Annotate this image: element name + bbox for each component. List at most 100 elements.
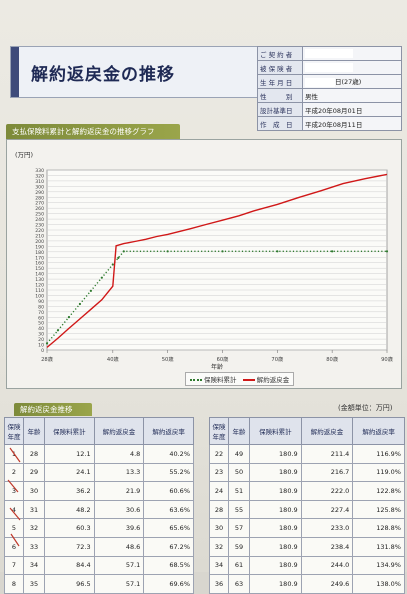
redaction-mask — [305, 77, 335, 87]
y-tick-label: 90 — [38, 299, 44, 305]
y-tick-label: 190 — [35, 244, 44, 250]
birthdate-value: 日(27歳) — [335, 78, 362, 87]
table-row: 4 31 48.2 30.6 63.6% — [4, 499, 194, 520]
y-tick-label: 230 — [35, 223, 44, 229]
table-cell: 40.2% — [143, 444, 194, 464]
info-row: ご 契 約 者 — [257, 46, 402, 61]
x-tick-label: 80歳 — [326, 355, 338, 363]
premium-data-point — [117, 256, 120, 259]
y-tick-label: 310 — [35, 179, 44, 185]
table-cell: 55 — [228, 499, 250, 520]
policy-info-table: ご 契 約 者 被 保 険 者 生 年 月 日 日(27歳) 性 別男性 設計基準… — [257, 46, 402, 131]
table-row: 24 51 180.9 222.0 122.8% — [209, 481, 405, 501]
table-cell: 51 — [228, 481, 250, 501]
premium-data-point — [89, 289, 92, 292]
col-header: 解約返戻金 — [93, 417, 145, 445]
y-tick-label: 280 — [35, 195, 44, 201]
title-box: 解約返戻金の推移 — [10, 46, 258, 98]
premium-data-point — [78, 302, 82, 306]
table-cell: 50 — [228, 462, 250, 483]
premium-data-point — [111, 263, 114, 266]
table-cell: 24.1 — [44, 462, 95, 483]
premium-data-point — [221, 250, 224, 253]
table-row: 22 49 180.9 211.4 116.9% — [209, 444, 405, 464]
table-cell: 69.6% — [143, 574, 194, 594]
table-cell: 13.3 — [93, 462, 145, 483]
table-cell: 24 — [209, 481, 229, 501]
table-cell: 30 — [209, 518, 229, 538]
y-tick-label: 240 — [35, 217, 44, 223]
table-cell: 72.3 — [44, 536, 95, 557]
info-key: 性 別 — [257, 88, 303, 103]
y-tick-label: 120 — [35, 283, 44, 289]
y-tick-label: 20 — [38, 337, 44, 343]
table-cell: 12.1 — [44, 444, 95, 464]
premium-data-point — [276, 250, 279, 253]
y-tick-label: 290 — [35, 190, 44, 196]
table-row: 28 55 180.9 227.4 125.8% — [209, 499, 405, 520]
info-key: 被 保 険 者 — [257, 60, 303, 75]
table-cell: 138.0% — [352, 574, 405, 594]
legend-label-premium: 保険料累計 — [204, 376, 237, 384]
table-cell: 48.6 — [93, 536, 145, 557]
y-tick-label: 270 — [35, 201, 44, 207]
info-value-redacted — [302, 60, 402, 75]
table-cell: 32 — [209, 536, 229, 557]
info-row: 作 成 日平成20年08月11日 — [257, 116, 402, 131]
table-cell: 49 — [228, 444, 250, 464]
unit-note: (金額単位：万円) — [338, 404, 393, 412]
table-cell: 4.8 — [93, 444, 145, 464]
table-cell: 128.8% — [352, 518, 405, 538]
legend-label-surrender: 解約返戻金 — [256, 376, 290, 384]
table-row: 36 63 180.9 249.6 138.0% — [209, 574, 405, 594]
info-key: 作 成 日 — [257, 116, 303, 131]
table-cell: 180.9 — [249, 536, 302, 557]
table-cell: 34 — [23, 555, 45, 576]
table-row: 6 33 72.3 48.6 67.2% — [4, 536, 194, 557]
col-header: 解約返戻率 — [143, 417, 194, 445]
premium-data-point — [67, 316, 71, 319]
table-cell: 48.2 — [44, 499, 95, 520]
info-row: 性 別男性 — [257, 88, 402, 103]
table-cell: 28 — [23, 444, 45, 464]
table-cell: 180.9 — [249, 481, 302, 501]
info-key: ご 契 約 者 — [257, 46, 303, 61]
info-value: 平成20年08月11日 — [302, 116, 402, 131]
table-cell: 21.9 — [93, 481, 145, 501]
table-cell: 29 — [23, 462, 45, 483]
y-tick-label: 250 — [35, 212, 44, 218]
y-tick-label: 260 — [35, 206, 44, 212]
table-row: 34 61 180.9 244.0 134.9% — [209, 555, 405, 576]
table-cell: 33 — [23, 536, 45, 557]
table-cell: 119.0% — [352, 462, 405, 483]
table-cell: 59 — [228, 536, 250, 557]
legend-swatch-premium — [190, 379, 202, 381]
table-cell: 60.6% — [143, 481, 194, 501]
table-section-tab: 解約返戻金推移 — [14, 403, 92, 416]
info-row: 被 保 険 者 — [257, 60, 402, 75]
table-cell: 67.2% — [143, 536, 194, 557]
col-header: 保険年度 — [209, 417, 229, 445]
premium-data-point — [100, 276, 103, 279]
premium-data-point — [56, 329, 60, 332]
table-cell: 23 — [209, 462, 229, 483]
table-cell: 96.5 — [44, 574, 95, 594]
col-header: 保険料累計 — [249, 417, 302, 445]
table-row: 5 32 60.3 39.6 65.6% — [4, 518, 194, 538]
x-tick-label: 60歳 — [217, 355, 229, 363]
table-cell: 31 — [23, 499, 45, 520]
redaction-mask — [305, 49, 353, 58]
table-cell: 36.2 — [44, 481, 95, 501]
table-cell: 180.9 — [249, 574, 302, 594]
y-tick-label: 10 — [38, 343, 44, 349]
table-header-row: 保険年度 年齢 保険料累計 解約返戻金 解約返戻率 — [209, 417, 405, 445]
y-tick-label: 330 — [35, 168, 44, 174]
table-cell: 6 — [4, 536, 24, 557]
y-axis-label: (万円) — [15, 151, 33, 159]
premium-data-point — [331, 250, 334, 253]
surrender-value-line — [46, 173, 388, 348]
chart-legend: 保険料累計 解約返戻金 — [185, 372, 295, 386]
table-row: 8 35 96.5 57.1 69.6% — [4, 574, 194, 594]
redaction-mask — [305, 63, 353, 72]
col-header: 解約返戻率 — [352, 417, 405, 445]
